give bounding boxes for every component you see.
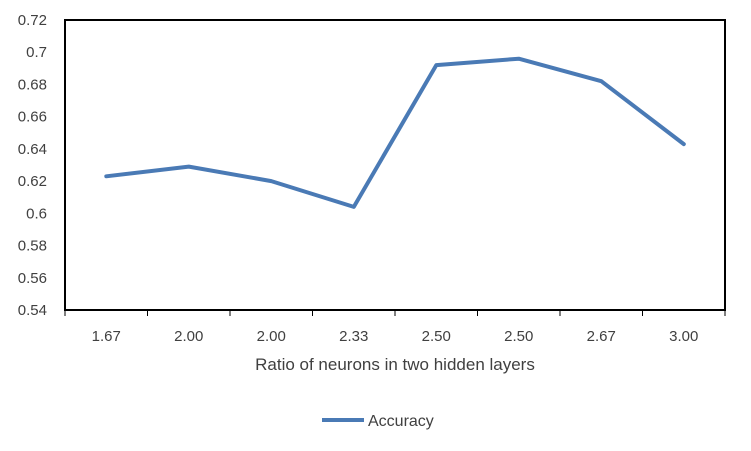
x-tick-label: 2.50 [422, 328, 451, 345]
x-tick-label: 1.67 [92, 328, 121, 345]
y-tick-label: 0.6 [26, 205, 47, 222]
y-tick-label: 0.62 [18, 173, 47, 190]
x-axis-ticks: 1.67 2.00 2.00 2.33 2.50 2.50 2.67 3.00 [64, 310, 726, 345]
y-tick-label: 0.72 [18, 12, 47, 29]
x-tick-label: 2.33 [339, 328, 368, 345]
series-line-accuracy [104, 56, 686, 209]
y-tick-label: 0.56 [18, 270, 47, 287]
y-tick-label: 0.68 [18, 76, 47, 93]
x-tick-label: 2.00 [174, 328, 203, 345]
x-tick-label: 2.00 [257, 328, 286, 345]
x-axis-title: Ratio of neurons in two hidden layers [255, 355, 535, 374]
y-axis-ticks: 0.54 0.56 0.58 0.6 0.62 0.64 0.66 0.68 0.7 0.72 [18, 12, 47, 319]
y-tick-label: 0.64 [18, 141, 47, 158]
y-tick-label: 0.7 [26, 44, 47, 61]
x-tick-label: 3.00 [669, 328, 698, 345]
legend-label-accuracy: Accuracy [368, 413, 434, 430]
y-tick-label: 0.66 [18, 109, 47, 126]
y-tick-label: 0.58 [18, 238, 47, 255]
legend: Accuracy [322, 413, 434, 430]
plot-area [64, 19, 726, 311]
x-tick-label: 2.50 [504, 328, 533, 345]
y-tick-label: 0.54 [18, 302, 47, 319]
x-tick-label: 2.67 [587, 328, 616, 345]
series-layer [104, 56, 686, 209]
